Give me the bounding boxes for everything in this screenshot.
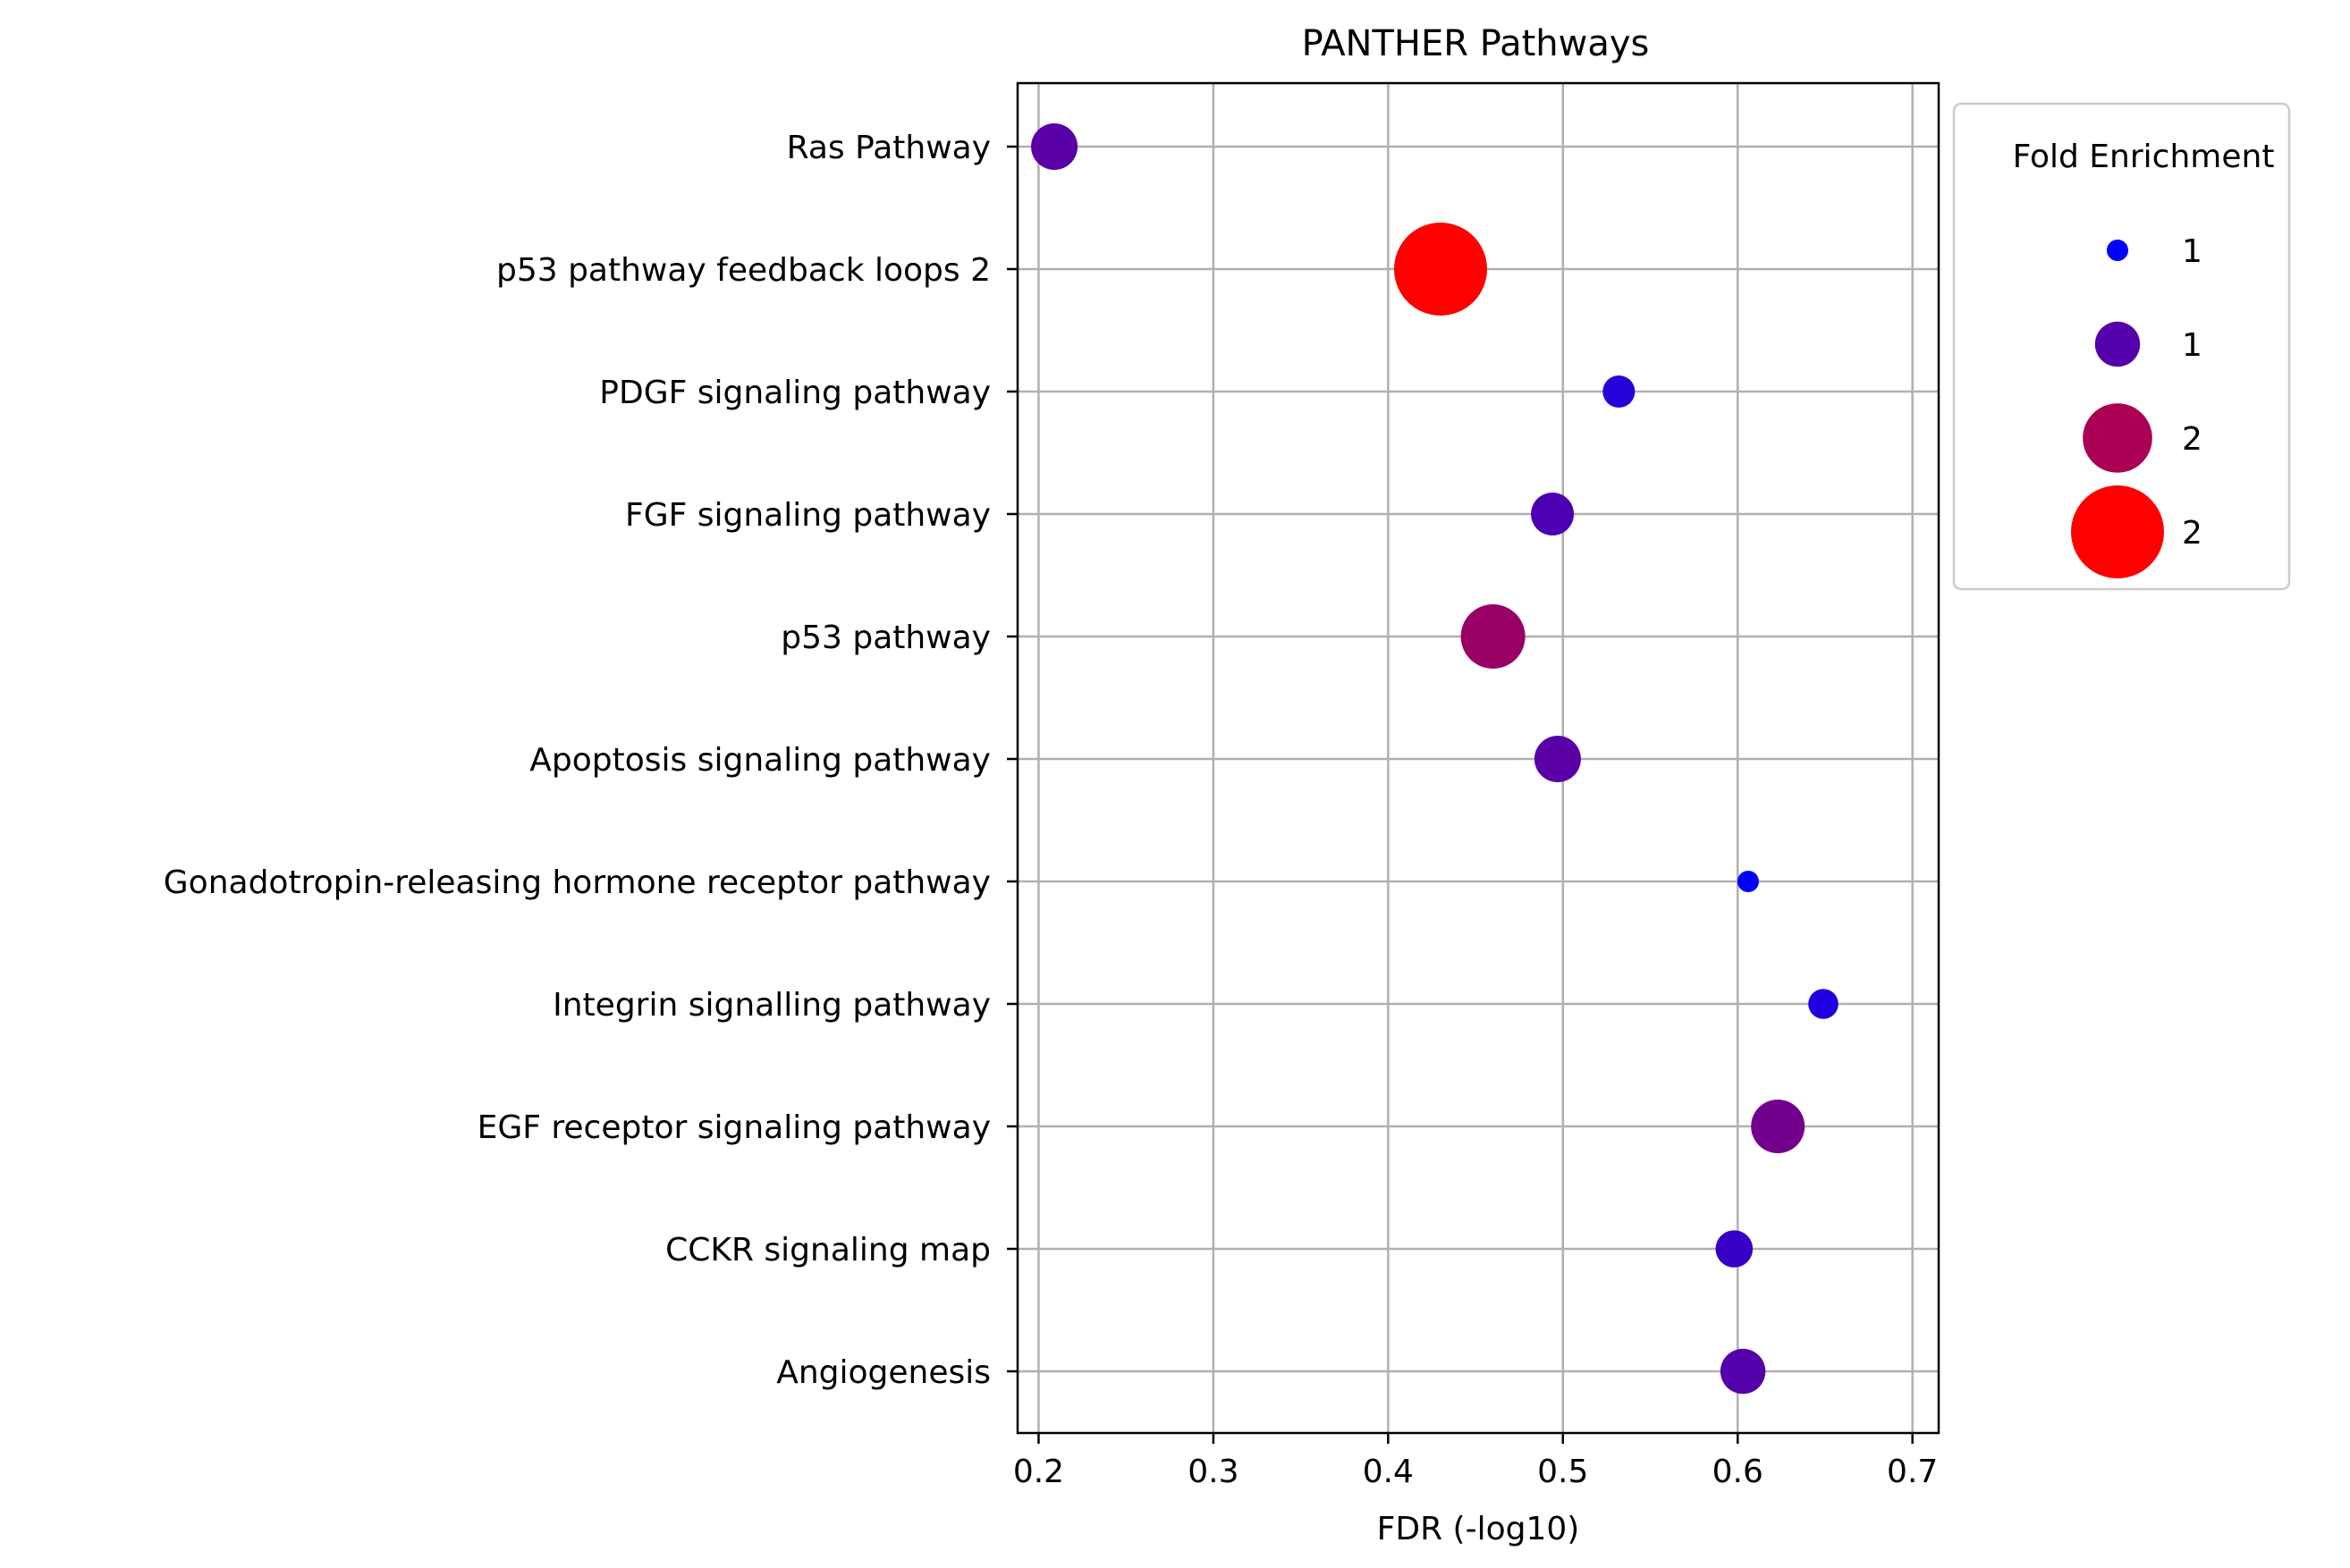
y-tick-label: PDGF signaling pathway [599, 375, 991, 411]
y-tick-label: FGF signaling pathway [625, 497, 991, 534]
legend-marker [2107, 240, 2128, 261]
y-tick-label: Apoptosis signaling pathway [529, 742, 991, 779]
legend-label: 2 [2182, 515, 2202, 552]
data-point [1737, 871, 1759, 892]
data-points [1031, 123, 1839, 1395]
data-point [1715, 1230, 1754, 1268]
x-axis-label: FDR (-log10) [1377, 1511, 1580, 1547]
data-point [1751, 1100, 1805, 1153]
legend-label: 1 [2182, 327, 2202, 364]
data-point [1602, 375, 1636, 408]
data-point [1808, 989, 1839, 1019]
y-tick-label: EGF receptor signaling pathway [478, 1109, 991, 1146]
y-tick-label: p53 pathway feedback loops 2 [496, 252, 991, 289]
y-tick-label: Gonadotropin-releasing hormone receptor … [164, 864, 991, 901]
x-tick-label: 0.4 [1363, 1454, 1414, 1490]
y-tick-label: Integrin signalling pathway [553, 987, 991, 1024]
y-tick-label: Angiogenesis [776, 1354, 991, 1391]
legend-title: Fold Enrichment [2013, 139, 2275, 175]
y-tick-label: CCKR signaling map [665, 1232, 991, 1269]
y-tick-label: p53 pathway [781, 620, 991, 656]
data-point [1393, 223, 1487, 316]
legend-marker [2094, 321, 2141, 367]
legend-label: 1 [2182, 233, 2202, 270]
chart-title: PANTHER Pathways [1302, 23, 1650, 64]
x-tick-label: 0.6 [1712, 1454, 1763, 1490]
data-point [1031, 123, 1078, 170]
legend-label: 2 [2182, 421, 2202, 458]
data-point [1534, 736, 1581, 782]
x-tick-label: 0.3 [1188, 1454, 1238, 1490]
x-tick-label: 0.7 [1887, 1454, 1938, 1490]
data-point [1720, 1348, 1766, 1395]
data-point [1531, 493, 1575, 535]
data-point [1460, 604, 1526, 669]
x-tick-label: 0.5 [1537, 1454, 1588, 1490]
legend-marker [2071, 485, 2164, 578]
y-axis: Ras Pathway p53 pathway feedback loops 2 P… [164, 130, 1018, 1391]
y-tick-label: Ras Pathway [787, 130, 991, 166]
x-axis: 0.2 0.3 0.4 0.5 0.6 0.7 [1013, 1433, 1938, 1490]
x-tick-label: 0.2 [1013, 1454, 1064, 1490]
legend-marker [2083, 403, 2152, 473]
legend: Fold Enrichment 1 1 2 2 [1952, 102, 2291, 591]
